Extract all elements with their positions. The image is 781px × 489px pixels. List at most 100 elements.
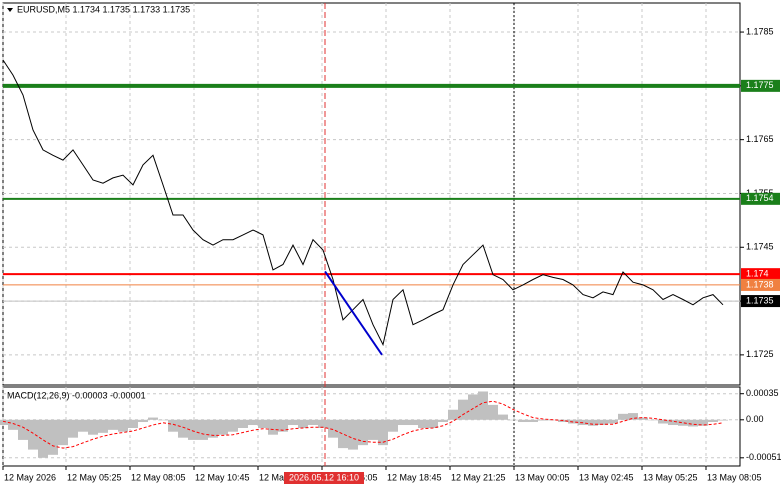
macd-bar [298, 419, 308, 428]
macd-bar [588, 419, 598, 426]
macd-bar [518, 419, 528, 423]
macd-bar [178, 419, 188, 438]
macd-bar [448, 409, 458, 420]
y-tick-label: 0.00035 [746, 388, 779, 398]
macd-bar [218, 419, 228, 435]
macd-title: MACD(12,26,9) -0.00003 -0.00001 [7, 390, 146, 400]
x-tick-label: 13 May 02:45 [579, 472, 634, 482]
macd-bar [708, 419, 718, 423]
macd-bar [638, 417, 648, 420]
price-line [2, 59, 724, 347]
macd-bar [68, 419, 78, 438]
macd-bar [108, 419, 118, 430]
macd-bar [308, 419, 318, 426]
macd-bar [128, 419, 138, 428]
x-tick-label: 12 May 21:25 [451, 472, 506, 482]
macd-bar [468, 394, 478, 420]
macd-bar [378, 419, 388, 446]
macd-bar [78, 419, 88, 432]
macd-bar [698, 419, 708, 426]
y-tick-label: 1.1725 [746, 349, 774, 359]
y-tick-label: -0.00051 [746, 452, 781, 462]
macd-bar [278, 419, 288, 432]
y-tick-label: 1.1755 [746, 188, 774, 198]
signal-line [2, 400, 724, 449]
macd-bar [138, 419, 148, 423]
y-tick-label: 1.1785 [746, 26, 774, 36]
crosshair-label: 2026.05.12 16:10 [289, 472, 359, 482]
macd-bar [408, 419, 418, 426]
macd-bar [388, 419, 398, 432]
macd-bar [538, 419, 548, 421]
trendline [324, 270, 383, 356]
macd-bar [718, 419, 728, 421]
x-tick-label: 13 May 00:05 [515, 472, 570, 482]
macd-bar [438, 419, 448, 423]
macd-bar [238, 419, 248, 428]
macd-bar [338, 419, 348, 449]
x-tick-label: 12 May 10:45 [195, 472, 250, 482]
macd-bar [148, 417, 158, 420]
macd-bar [188, 419, 198, 440]
x-tick-label: 12 May 2026 [4, 472, 56, 482]
macd-bar [318, 419, 328, 428]
price-level-box [741, 192, 780, 205]
macd-bar [58, 419, 68, 446]
macd-bar [608, 419, 618, 424]
macd-bar [198, 419, 208, 440]
price-level-box [741, 278, 780, 291]
macd-bar [168, 419, 178, 432]
macd-bar [0, 419, 8, 426]
macd-bar [678, 419, 688, 426]
y-tick-label: 1.1765 [746, 134, 774, 144]
y-tick-label: 0.00 [746, 414, 764, 424]
macd-bar [38, 419, 48, 458]
x-tick-label: 12 May 18:45 [387, 472, 442, 482]
macd-bar [488, 404, 498, 420]
macd-bar [118, 419, 128, 432]
macd-bar [18, 419, 28, 440]
price-panel [2, 2, 741, 386]
macd-bar [598, 419, 608, 426]
macd-bar [658, 419, 668, 424]
macd-bar [458, 399, 468, 420]
macd-bar [358, 419, 368, 446]
macd-bar [648, 419, 658, 421]
macd-bar [478, 391, 488, 420]
macd-bar [618, 413, 628, 420]
macd-bar [328, 419, 338, 438]
chart-title: EURUSD,M5 1.1734 1.1735 1.1733 1.1735 [17, 4, 190, 14]
macd-bar [8, 419, 18, 430]
macd-bar [418, 419, 428, 428]
macd-bar [288, 419, 298, 426]
macd-bar [368, 419, 378, 440]
x-tick-label: 13 May 05:25 [643, 472, 698, 482]
macd-bar [688, 419, 698, 427]
price-level-box [741, 79, 780, 92]
x-tick-label: 12 May 08:05 [131, 472, 186, 482]
x-tick-label: 12 May 05:25 [67, 472, 122, 482]
macd-bar [88, 419, 98, 435]
macd-bar [668, 419, 678, 426]
menu-triangle [7, 8, 13, 12]
macd-bar [428, 419, 438, 428]
macd-bar [498, 414, 508, 420]
macd-bar [98, 419, 108, 433]
plot-layer: 12 May 2026 12 May 05:25 12 May 08:05 12 Ma… [0, 3, 781, 482]
macd-bar [528, 419, 538, 423]
macd-bar [348, 419, 358, 450]
macd-bar [398, 419, 408, 426]
price-level-label: 1.1735 [746, 295, 774, 305]
price-level-label: 1.1754 [746, 193, 774, 203]
price-level-label: 1.1775 [746, 80, 774, 90]
macd-bar [158, 419, 168, 421]
macd-bar [268, 419, 278, 435]
price-level-label: 1.1738 [746, 279, 774, 289]
x-tick-label: 13 May 08:05 [707, 472, 762, 482]
price-level-box [741, 268, 780, 281]
macd-bar [28, 419, 38, 450]
macd-bar [628, 413, 638, 420]
macd-bar [48, 419, 58, 455]
